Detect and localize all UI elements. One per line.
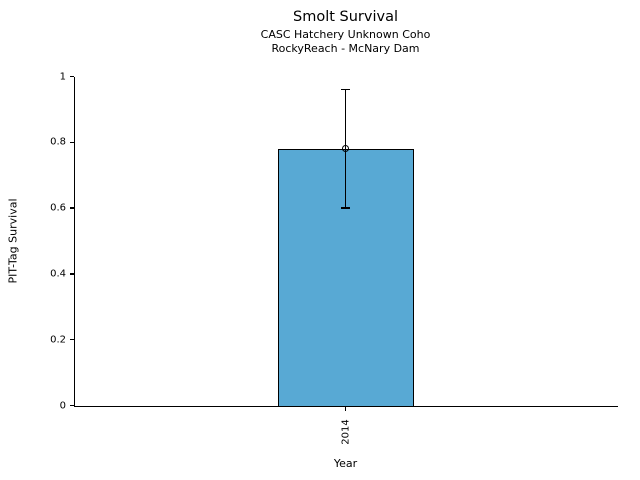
data-point-marker	[342, 145, 349, 153]
x-axis-label: Year	[333, 457, 358, 470]
y-tick-mark	[69, 404, 74, 407]
y-tick-label: 0.4	[50, 268, 66, 280]
y-tick-label: 0.6	[50, 202, 66, 214]
y-tick-mark	[69, 339, 74, 341]
y-tick-label: 1	[59, 71, 66, 82]
y-tick-mark	[69, 75, 74, 78]
x-tick-mark	[344, 406, 347, 412]
y-axis-label: PIT-Tag Survival	[6, 198, 20, 284]
error-bar-cap-top	[341, 88, 350, 91]
x-tick-label: 2014	[340, 419, 351, 445]
chart-subtitle-line1: CASC Hatchery Unknown Coho	[260, 28, 431, 41]
chart-title: Smolt Survival	[293, 9, 398, 25]
error-bar-cap-bottom	[341, 207, 350, 209]
chart-subtitle-line2: RockyReach - McNary Dam	[271, 42, 420, 55]
y-tick-label: 0.2	[50, 334, 66, 346]
y-tick-mark	[69, 273, 74, 275]
y-tick-mark	[69, 207, 74, 209]
y-tick-label: 0.8	[50, 136, 66, 148]
y-tick-mark	[69, 141, 74, 143]
y-tick-label: 0	[59, 400, 66, 411]
